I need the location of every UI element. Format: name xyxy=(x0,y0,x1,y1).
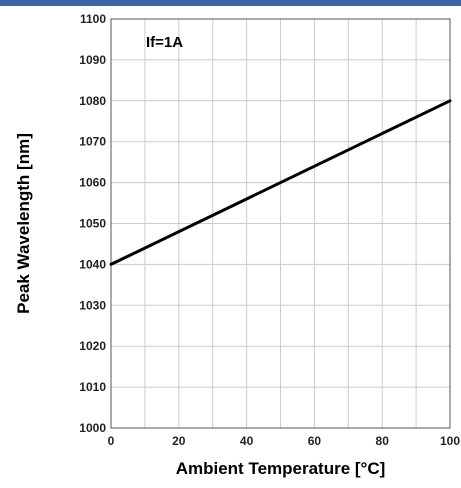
y-axis-title: Peak Wavelength [nm] xyxy=(14,133,33,314)
grid xyxy=(110,18,451,429)
y-tick-label: 1060 xyxy=(79,176,106,190)
x-axis-title: Ambient Temperature [°C] xyxy=(176,459,386,478)
y-tick-label: 1080 xyxy=(79,94,106,108)
y-tick-label: 1070 xyxy=(79,135,106,149)
x-tick-labels: 0 20 40 60 80 100 xyxy=(108,434,461,448)
x-tick-label: 0 xyxy=(108,434,115,448)
y-tick-label: 1040 xyxy=(79,257,106,271)
y-tick-label: 1030 xyxy=(79,298,106,312)
condition-annotation: If=1A xyxy=(146,34,183,51)
y-tick-label: 1100 xyxy=(80,12,106,26)
x-tick-label: 20 xyxy=(172,434,186,448)
x-tick-label: 40 xyxy=(240,434,254,448)
y-tick-label: 1090 xyxy=(79,53,106,67)
top-banner-strip xyxy=(0,0,461,6)
y-tick-label: 1020 xyxy=(79,339,106,353)
y-tick-label: 1000 xyxy=(79,421,106,435)
series-line xyxy=(109,99,452,266)
y-tick-label: 1050 xyxy=(79,217,106,231)
y-tick-labels: 1000 1010 1020 1030 1040 1050 1060 1070 1080 1090… xyxy=(79,12,106,435)
y-tick-label: 1010 xyxy=(79,380,106,394)
plot-frame xyxy=(110,18,451,429)
series-layer xyxy=(109,99,452,266)
x-tick-label: 60 xyxy=(308,434,322,448)
x-tick-label: 80 xyxy=(376,434,390,448)
x-tick-label: 100 xyxy=(440,434,460,448)
